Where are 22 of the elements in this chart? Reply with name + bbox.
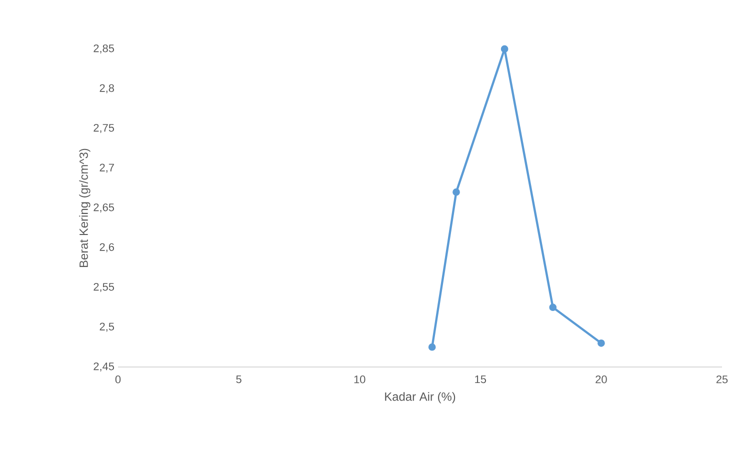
point	[598, 339, 605, 347]
y-tick-label: 2,8	[100, 84, 114, 94]
point	[500, 45, 508, 53]
y-tick-label: 2,75	[94, 124, 114, 134]
x-tick-label: 0	[115, 376, 121, 384]
point	[428, 343, 436, 351]
x-tick-label: 15	[475, 375, 486, 384]
x-tick-label: 5	[236, 375, 242, 384]
y-tick-label: 2,65	[94, 203, 114, 213]
y-tick-label: 2,5	[100, 322, 114, 332]
y-tick-label: 2,7	[100, 164, 114, 173]
x-tick-label: 10	[354, 376, 366, 384]
y-tick-label: 2,6	[100, 243, 114, 252]
y-tick-label: 2,55	[94, 282, 114, 292]
x-tick-label: 20	[596, 376, 607, 384]
point	[549, 304, 557, 312]
y-tick-label: 2,85	[94, 44, 114, 54]
y-axis-title: Berat Kering (gr/cm^3)	[79, 148, 90, 267]
x-tick-label: 25	[716, 376, 728, 384]
point	[452, 188, 460, 196]
y-tick-label: 2,45	[94, 362, 114, 372]
x-axis-title: Kadar Air (%)	[385, 392, 456, 404]
